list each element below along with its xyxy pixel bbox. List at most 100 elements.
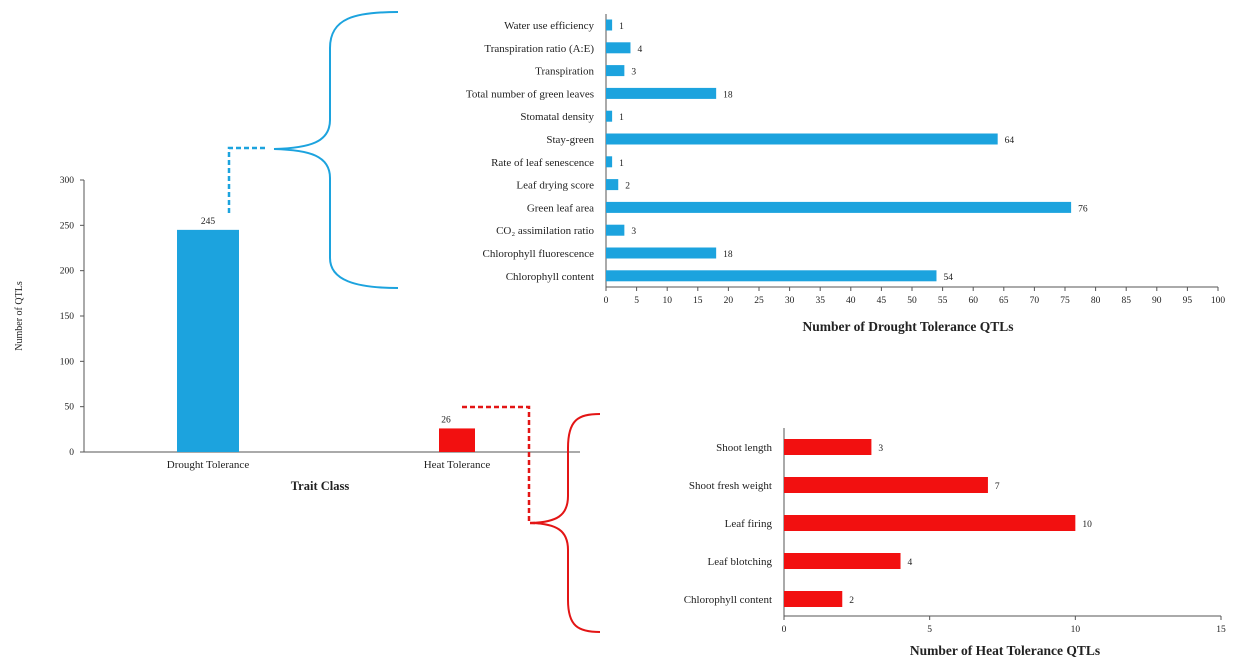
drought-value-leaf-drying-score: 2	[625, 182, 630, 192]
heat-bar-shoot-length	[784, 439, 872, 455]
drought-x-tick-label: 60	[968, 296, 978, 306]
drought-category-transpiration: Transpiration	[535, 66, 594, 78]
trait-class-y-tick-label: 250	[60, 221, 75, 231]
drought-x-tick-label: 80	[1091, 296, 1101, 306]
drought-bar-chlorophyll-fluorescence	[606, 247, 717, 259]
drought-bar-stomatal-density	[606, 110, 613, 122]
drought-bar-water-use-efficiency	[606, 19, 613, 31]
drought-bar-co-assimilation-ratio	[606, 224, 625, 236]
drought-x-tick-label: 20	[724, 296, 734, 306]
drought-bar-chlorophyll-content	[606, 270, 937, 282]
drought-dashed-leader	[227, 146, 268, 213]
drought-bar-leaf-drying-score	[606, 179, 619, 191]
trait-class-y-axis-title: Number of QTLs	[14, 281, 25, 351]
heat-bar-leaf-blotching	[784, 553, 901, 569]
heat-x-axis-title: Number of Heat Tolerance QTLs	[910, 643, 1100, 658]
drought-value-co-assimilation-ratio: 3	[631, 227, 636, 237]
trait-class-x-axis-title: Trait Class	[291, 479, 350, 493]
drought-value-rate-of-leaf-senescence: 1	[619, 159, 624, 169]
drought-x-tick-label: 100	[1211, 296, 1226, 306]
trait-class-y-tick-label: 300	[60, 176, 75, 186]
bar-drought-tolerance	[177, 229, 239, 452]
drought-x-tick-label: 50	[907, 296, 917, 306]
drought-x-tick-label: 55	[938, 296, 948, 306]
heat-curly-brace	[531, 413, 601, 633]
drought-value-total-number-of-green-leaves: 18	[723, 90, 733, 100]
heat-dashed-leader	[462, 405, 545, 525]
heat-category-chlorophyll-content: Chlorophyll content	[684, 594, 772, 606]
drought-x-tick-label: 5	[634, 296, 639, 306]
drought-x-tick-label: 0	[604, 296, 609, 306]
drought-category-transpiration-ratio-a-e: Transpiration ratio (A:E)	[484, 43, 594, 55]
trait-class-y-tick-label: 150	[60, 312, 75, 322]
drought-category-green-leaf-area: Green leaf area	[527, 202, 594, 214]
drought-bar-transpiration	[606, 65, 625, 77]
heat-value-shoot-length: 3	[878, 444, 883, 454]
trait-class-y-tick-label: 50	[65, 403, 75, 413]
drought-x-tick-label: 65	[999, 296, 1009, 306]
category-label-heat-tolerance: Heat Tolerance	[424, 459, 491, 471]
heat-value-leaf-blotching: 4	[908, 558, 913, 568]
drought-category-rate-of-leaf-senescence: Rate of leaf senescence	[491, 157, 594, 169]
drought-value-chlorophyll-content: 54	[943, 273, 953, 283]
drought-bar-stay-green	[606, 133, 998, 145]
heat-x-tick-label: 5	[927, 625, 932, 635]
drought-x-axis-title: Number of Drought Tolerance QTLs	[802, 319, 1013, 334]
heat-value-chlorophyll-content: 2	[849, 596, 854, 606]
trait-class-y-tick-label: 0	[69, 448, 74, 458]
drought-x-tick-label: 40	[846, 296, 856, 306]
drought-x-tick-label: 90	[1152, 296, 1162, 306]
drought-category-total-number-of-green-leaves: Total number of green leaves	[466, 88, 594, 100]
drought-connector	[227, 11, 399, 289]
drought-curly-brace	[273, 11, 399, 289]
drought-value-stay-green: 64	[1005, 136, 1015, 146]
drought-x-tick-label: 45	[877, 296, 887, 306]
category-label-drought-tolerance: Drought Tolerance	[167, 459, 250, 471]
drought-category-stay-green: Stay-green	[546, 134, 594, 146]
trait-class-y-tick-label: 100	[60, 357, 75, 367]
drought-category-chlorophyll-content: Chlorophyll content	[506, 271, 594, 283]
heat-x-tick-label: 0	[782, 625, 787, 635]
heat-bar-shoot-fresh-weight	[784, 477, 988, 493]
drought-x-tick-label: 30	[785, 296, 795, 306]
drought-x-tick-label: 95	[1183, 296, 1193, 306]
drought-bar-green-leaf-area	[606, 201, 1072, 213]
heat-qtl-chart: 0 5 10 15 Shoot length 3 Shoot fresh weight 7 L…	[684, 428, 1226, 658]
heat-x-tick-label: 10	[1071, 625, 1081, 635]
heat-bar-leaf-firing	[784, 515, 1076, 531]
drought-x-tick-label: 85	[1121, 296, 1131, 306]
heat-connector	[462, 405, 601, 633]
drought-bar-rate-of-leaf-senescence	[606, 156, 613, 168]
drought-category-co-assimilation-ratio: CO₂ assimilation ratio	[496, 225, 594, 237]
heat-category-leaf-firing: Leaf firing	[725, 518, 773, 530]
heat-value-leaf-firing: 10	[1082, 520, 1092, 530]
heat-category-shoot-length: Shoot length	[716, 442, 772, 454]
heat-x-tick-label: 15	[1216, 625, 1226, 635]
drought-x-tick-label: 10	[662, 296, 672, 306]
drought-value-stomatal-density: 1	[619, 113, 624, 123]
heat-category-shoot-fresh-weight: Shoot fresh weight	[689, 480, 772, 492]
trait-class-y-tick-label: 200	[60, 267, 75, 277]
trait-class-chart: 0 50 100 150 200 250 300 245 26 Drought Toleran…	[14, 176, 580, 493]
drought-x-tick-label: 15	[693, 296, 703, 306]
drought-bar-transpiration-ratio-a-e	[606, 42, 631, 54]
drought-value-green-leaf-area: 76	[1078, 204, 1088, 214]
drought-x-tick-label: 35	[815, 296, 825, 306]
drought-x-tick-label: 70	[1030, 296, 1040, 306]
drought-category-chlorophyll-fluorescence: Chlorophyll fluorescence	[483, 248, 595, 260]
drought-x-tick-label: 75	[1060, 296, 1070, 306]
heat-value-shoot-fresh-weight: 7	[995, 482, 1000, 492]
bar-label-heat-tolerance: 26	[441, 415, 451, 425]
drought-category-water-use-efficiency: Water use efficiency	[504, 20, 594, 32]
drought-value-transpiration-ratio-a-e: 4	[637, 45, 642, 55]
heat-bar-chlorophyll-content	[784, 591, 843, 607]
drought-bar-total-number-of-green-leaves	[606, 87, 717, 99]
drought-category-stomatal-density: Stomatal density	[520, 111, 594, 123]
heat-category-leaf-blotching: Leaf blotching	[708, 556, 773, 568]
drought-qtl-chart: 0 5 10 15 20 25 30 35 40 45 50 55 60 65 70 75 80 85 90 95 10…	[466, 14, 1226, 334]
drought-value-chlorophyll-fluorescence: 18	[723, 250, 733, 260]
bar-label-drought-tolerance: 245	[201, 217, 216, 227]
drought-category-leaf-drying-score: Leaf drying score	[516, 180, 594, 192]
drought-value-transpiration: 3	[631, 68, 636, 78]
